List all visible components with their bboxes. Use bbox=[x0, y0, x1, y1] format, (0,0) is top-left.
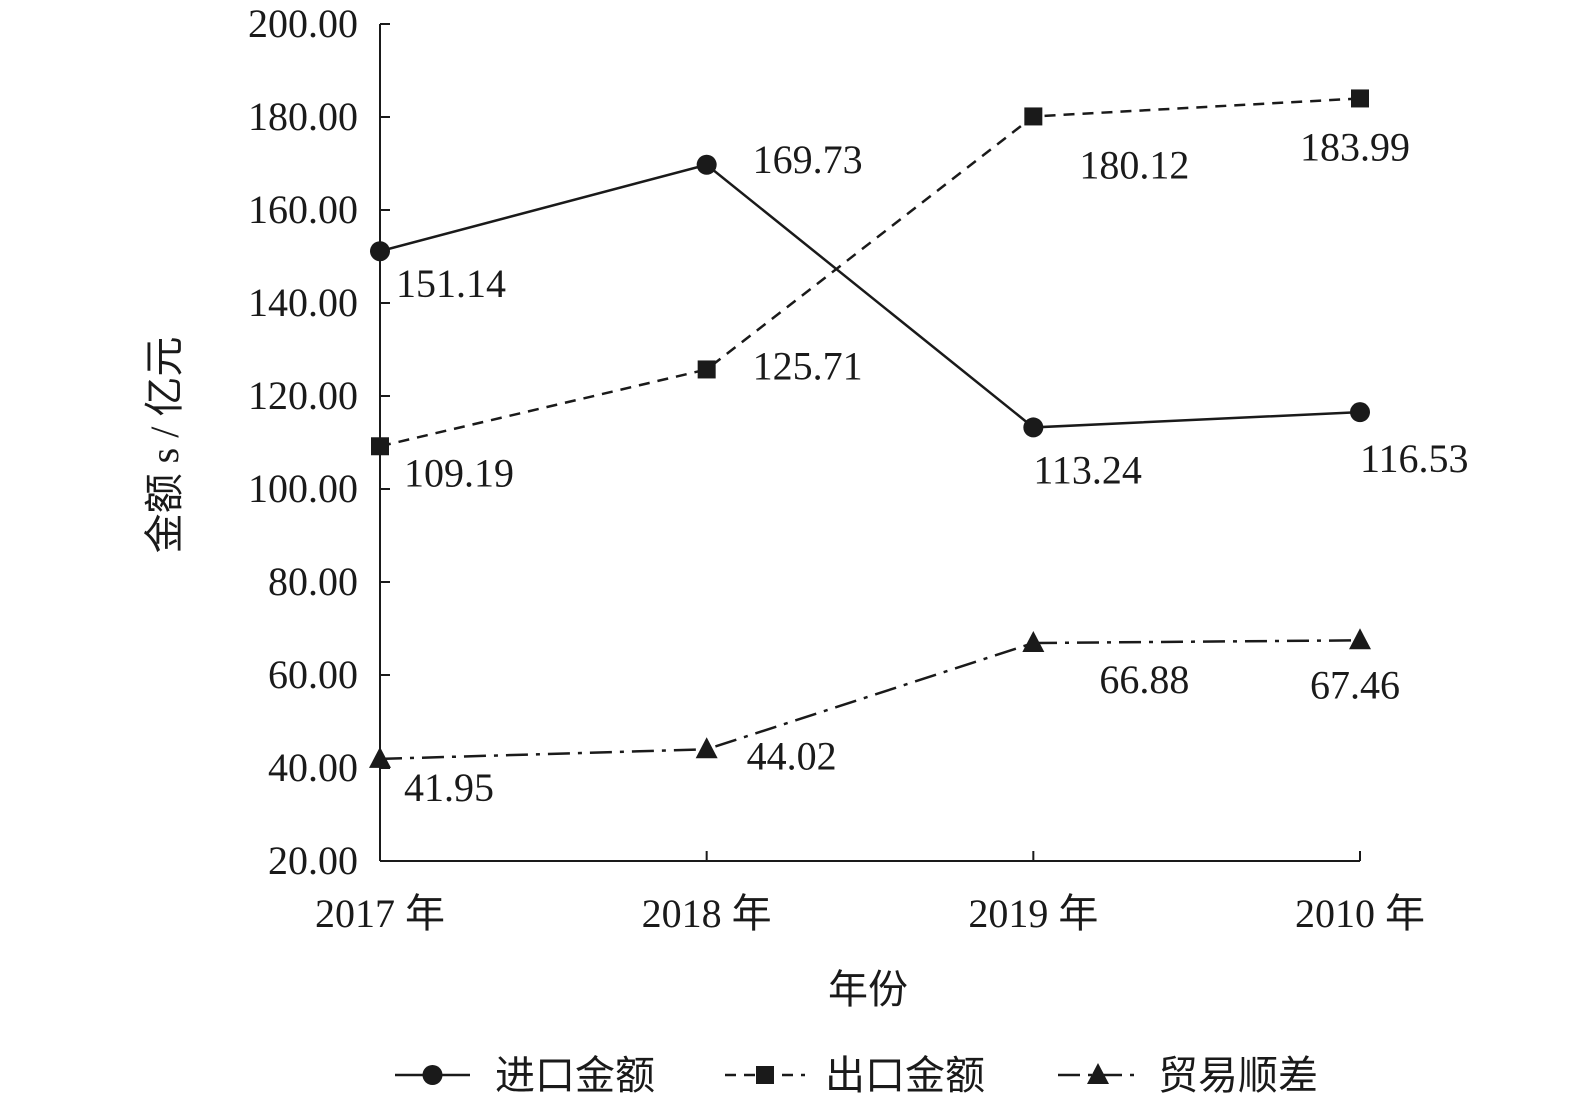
data-label: 183.99 bbox=[1300, 124, 1410, 169]
x-tick-label: 2018 年 bbox=[642, 891, 772, 936]
data-point bbox=[1350, 402, 1370, 423]
data-point bbox=[1023, 417, 1044, 438]
legend-item: 出口金额 bbox=[725, 1053, 985, 1098]
data-label: 116.53 bbox=[1360, 436, 1469, 481]
y-tick-label: 140.00 bbox=[248, 280, 358, 325]
data-label: 151.14 bbox=[396, 261, 506, 306]
data-label: 66.88 bbox=[1099, 657, 1189, 702]
data-label: 67.46 bbox=[1310, 662, 1400, 707]
y-tick-label: 200.00 bbox=[248, 1, 358, 46]
series-group: 41.95 44.02 66.88 67.46 bbox=[369, 628, 1400, 810]
data-point bbox=[697, 360, 716, 379]
data-point bbox=[371, 437, 389, 456]
data-label: 44.02 bbox=[747, 733, 837, 778]
series-group: 109.19 125.71 180.12 183.99 bbox=[371, 89, 1410, 495]
data-point bbox=[695, 737, 718, 759]
data-label: 41.95 bbox=[404, 765, 494, 810]
data-label: 113.24 bbox=[1033, 447, 1142, 492]
y-tick-label: 80.00 bbox=[268, 559, 358, 604]
legend-label: 出口金额 bbox=[825, 1053, 985, 1098]
series-group: 151.14 169.73 113.24 116.53 bbox=[370, 137, 1469, 492]
x-tick-label: 2017 年 bbox=[315, 891, 445, 936]
axes-layer: 20.00 40.00 60.00 80.00 100.00 120.00 140.00 16… bbox=[142, 1, 1425, 1012]
y-axis-title: 金额 s / 亿元 bbox=[142, 337, 187, 554]
series-line bbox=[379, 97, 1361, 448]
x-tick-label: 2019 年 bbox=[968, 891, 1098, 936]
legend-marker bbox=[756, 1066, 774, 1084]
data-label: 169.73 bbox=[753, 137, 863, 182]
y-ticks: 20.00 40.00 60.00 80.00 100.00 120.00 140.00 16… bbox=[248, 1, 390, 883]
x-tick-label: 2010 年 bbox=[1295, 891, 1425, 936]
y-tick-label: 160.00 bbox=[248, 187, 358, 232]
data-point bbox=[696, 154, 717, 175]
data-point bbox=[1022, 631, 1045, 653]
legend-item: 贸易顺差 bbox=[1058, 1053, 1318, 1098]
legend: 进口金额 出口金额 贸易顺差 bbox=[395, 1053, 1318, 1098]
y-tick-label: 180.00 bbox=[248, 94, 358, 139]
series-layer: 151.14 169.73 113.24 116.53 109.19 125.71 180.… bbox=[369, 89, 1469, 810]
y-tick-label: 20.00 bbox=[268, 838, 358, 883]
legend-marker bbox=[1087, 1063, 1109, 1084]
y-tick-label: 120.00 bbox=[248, 373, 358, 418]
series-line bbox=[379, 163, 1361, 429]
y-tick-label: 60.00 bbox=[268, 652, 358, 697]
legend-item: 进口金额 bbox=[395, 1053, 655, 1098]
data-point bbox=[370, 241, 390, 262]
x-axis-title: 年份 bbox=[828, 967, 908, 1012]
legend-label: 贸易顺差 bbox=[1158, 1053, 1318, 1098]
legend-marker bbox=[422, 1065, 443, 1085]
y-tick-label: 40.00 bbox=[268, 745, 358, 790]
data-label: 125.71 bbox=[753, 343, 863, 388]
series-line bbox=[379, 639, 1361, 761]
data-point bbox=[369, 746, 391, 768]
data-label: 180.12 bbox=[1079, 142, 1189, 187]
data-point bbox=[1351, 89, 1369, 108]
data-label: 109.19 bbox=[404, 450, 514, 495]
data-point bbox=[1349, 628, 1371, 650]
y-tick-label: 100.00 bbox=[248, 466, 358, 511]
x-ticks: 2017 年 2018 年 2019 年 2010 年 bbox=[315, 851, 1425, 936]
data-point bbox=[1024, 107, 1043, 126]
legend-label: 进口金额 bbox=[495, 1053, 655, 1098]
